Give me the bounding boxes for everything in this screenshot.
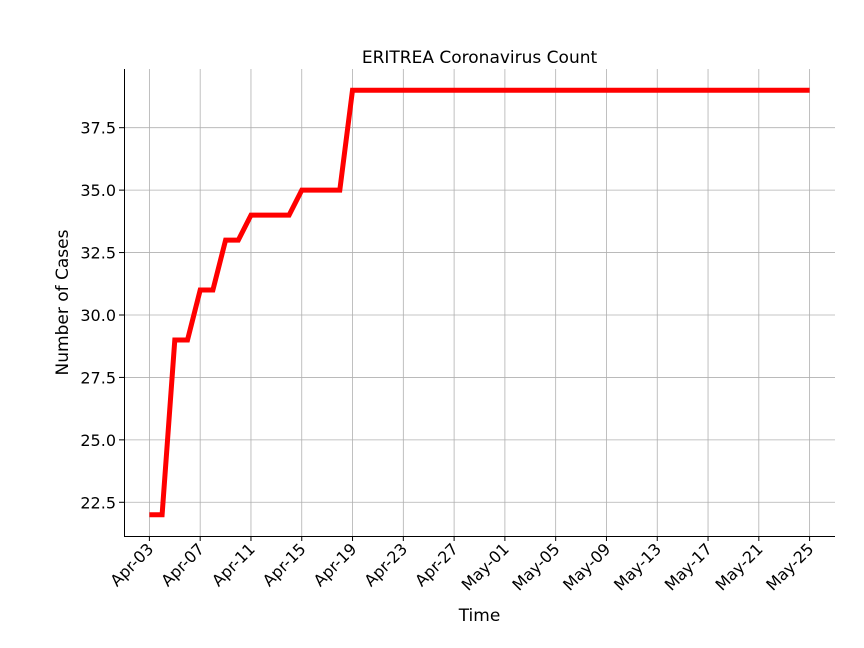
chart-title: ERITREA Coronavirus Count (362, 48, 598, 68)
x-tick-label: Apr-27 (411, 539, 462, 590)
x-tick-label: May-21 (712, 539, 767, 594)
x-tick-label: Apr-07 (157, 539, 208, 590)
y-tick-label: 35.0 (80, 181, 116, 200)
y-tick-label: 30.0 (80, 306, 116, 325)
y-tick-label: 27.5 (80, 368, 116, 387)
y-tick-label: 32.5 (80, 244, 116, 263)
x-tick-label: Apr-03 (106, 539, 157, 590)
x-tick-label: May-13 (610, 539, 665, 594)
y-tick-label: 25.0 (80, 431, 116, 450)
series-line (149, 87, 810, 518)
y-tick-label: 37.5 (80, 119, 116, 138)
x-tick-label: Apr-15 (259, 539, 310, 590)
x-tick-label: May-17 (661, 539, 716, 594)
axes (124, 69, 835, 537)
x-tick-label: Apr-11 (208, 539, 259, 590)
x-tick-label: Apr-23 (360, 539, 411, 590)
y-tick-label: 22.5 (80, 493, 116, 512)
grid-lines (124, 69, 835, 536)
x-tick-label: May-01 (458, 539, 513, 594)
x-tick-label: May-25 (762, 539, 817, 594)
x-tick-label: Apr-19 (310, 539, 361, 590)
y-axis-label: Number of Cases (53, 229, 73, 375)
series-layer (149, 87, 810, 518)
x-tick-label: May-05 (508, 539, 563, 594)
x-tick-label: May-09 (559, 539, 614, 594)
x-axis-label: Time (458, 606, 501, 626)
